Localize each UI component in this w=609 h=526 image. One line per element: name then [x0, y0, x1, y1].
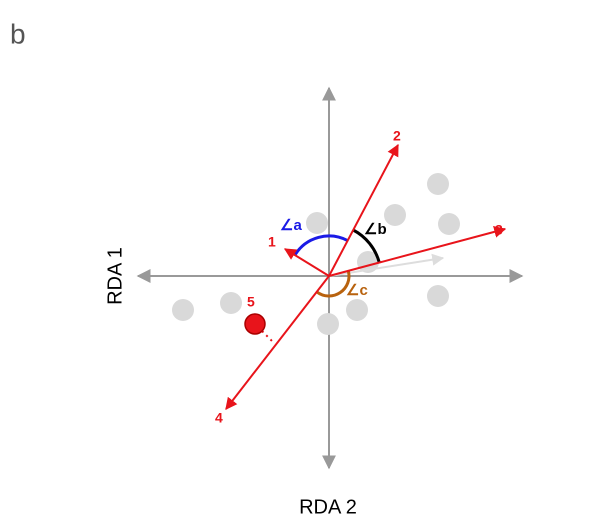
arrow-label: 1: [268, 234, 276, 250]
x-axis-label: RDA 2: [299, 496, 357, 518]
point-label: 5: [247, 294, 255, 310]
y-axis-label: RDA 1: [104, 247, 126, 305]
angle-label: ∠b: [364, 221, 387, 238]
angle-label: ∠a: [280, 217, 302, 234]
arrow-label: 2: [393, 128, 401, 144]
axes: [136, 86, 524, 470]
angle-b-arc: [352, 228, 381, 264]
projection: [261, 330, 273, 342]
highlight-point: [244, 313, 266, 335]
angle-a-arc: [293, 234, 349, 256]
panel-label: b: [10, 18, 26, 49]
angle-label: ∠c: [346, 282, 368, 299]
red-arrows: [225, 143, 507, 410]
sample-points: [172, 173, 460, 335]
angle-c-arc: [315, 270, 351, 298]
arrow-label: 4: [215, 410, 223, 426]
arrow-label: 3: [495, 222, 503, 238]
